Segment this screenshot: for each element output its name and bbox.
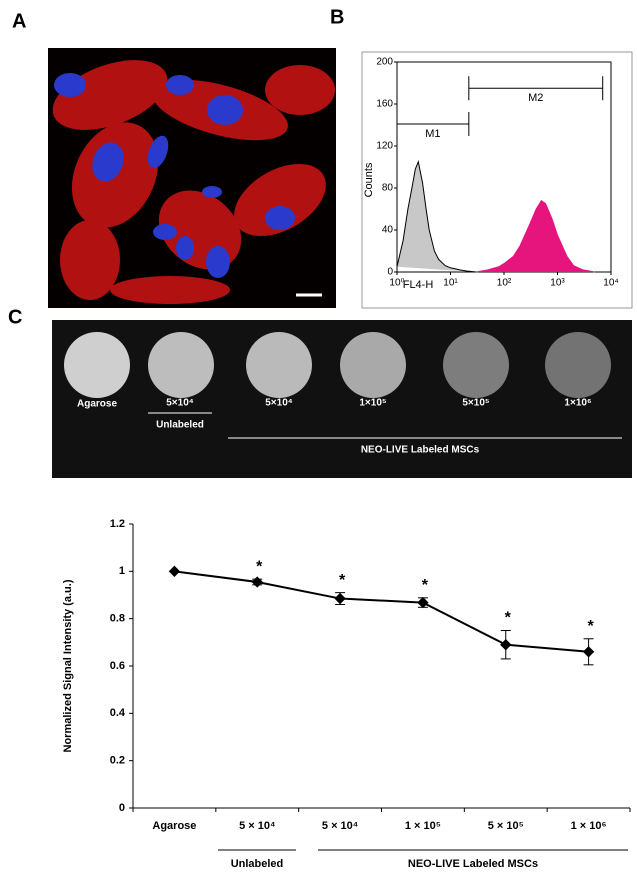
y-tick-label: 0 <box>119 802 125 814</box>
x-tick-label: 1 × 10⁶ <box>571 820 607 832</box>
significance-marker: * <box>505 610 512 627</box>
x-tick-label: 10³ <box>550 278 565 289</box>
y-axis-label: Normalized Signal Intensity (a.u.) <box>62 579 74 752</box>
mri-label: Agarose <box>77 399 117 410</box>
histogram-area <box>396 160 477 273</box>
micrograph <box>48 48 336 308</box>
y-tick-label: 1 <box>119 565 125 577</box>
x-tick-label: Agarose <box>152 820 196 832</box>
x-tick-label: 5 × 10⁴ <box>239 820 275 832</box>
data-line <box>174 570 589 653</box>
mri-group: Unlabeled <box>156 420 204 431</box>
significance-marker: * <box>256 558 263 575</box>
x-tick-label: 10⁴ <box>603 278 618 289</box>
significance-marker: * <box>339 572 346 589</box>
gate-label: M1 <box>425 128 440 140</box>
mri-label: 1×10⁶ <box>564 398 591 409</box>
x-tick-label: 10² <box>497 278 512 289</box>
x-tick-label: 10¹ <box>443 278 458 289</box>
y-tick-label: 200 <box>376 57 393 68</box>
group-label: Unlabeled <box>231 858 284 870</box>
data-point <box>582 646 595 658</box>
panel-label: B <box>330 6 344 28</box>
y-tick-label: 0.2 <box>110 755 125 767</box>
panel-label: A <box>12 10 26 32</box>
y-tick-label: 0.8 <box>110 613 125 625</box>
y-tick-label: 0.6 <box>110 660 125 672</box>
x-axis-label: FL4-H <box>403 279 434 291</box>
data-point <box>168 565 181 577</box>
panel-label: C <box>8 306 22 328</box>
mri-label: 5×10⁴ <box>166 398 194 409</box>
y-tick-label: 40 <box>382 225 394 236</box>
y-tick-label: 120 <box>376 141 393 152</box>
data-point <box>251 576 263 588</box>
mri-group: NEO-LIVE Labeled MSCs <box>361 445 480 456</box>
mri-image <box>52 320 632 478</box>
data-point <box>500 639 512 651</box>
gate-label: M2 <box>528 92 543 104</box>
mri-label: 5×10⁵ <box>462 398 490 409</box>
y-tick-label: 160 <box>376 99 393 110</box>
y-axis-label: Counts <box>363 162 375 197</box>
y-tick-label: 0.4 <box>110 707 126 719</box>
mri-label: 1×10⁵ <box>359 398 387 409</box>
data-point <box>334 592 346 605</box>
x-tick-label: 10⁰ <box>389 278 404 289</box>
x-tick-label: 1 × 10⁵ <box>405 820 441 832</box>
mri-label: 5×10⁴ <box>265 398 293 409</box>
y-tick-label: 1.2 <box>110 518 125 530</box>
group-label: NEO-LIVE Labeled MSCs <box>408 858 538 870</box>
x-tick-label: 5 × 10⁵ <box>488 820 524 832</box>
significance-marker: * <box>422 577 429 594</box>
x-tick-label: 5 × 10⁴ <box>322 820 358 832</box>
significance-marker: * <box>587 618 594 635</box>
histogram-area <box>475 199 595 273</box>
y-tick-label: 80 <box>382 183 394 194</box>
panel-frame <box>361 51 633 309</box>
data-point <box>417 596 429 609</box>
y-tick-label: 0 <box>387 267 393 278</box>
